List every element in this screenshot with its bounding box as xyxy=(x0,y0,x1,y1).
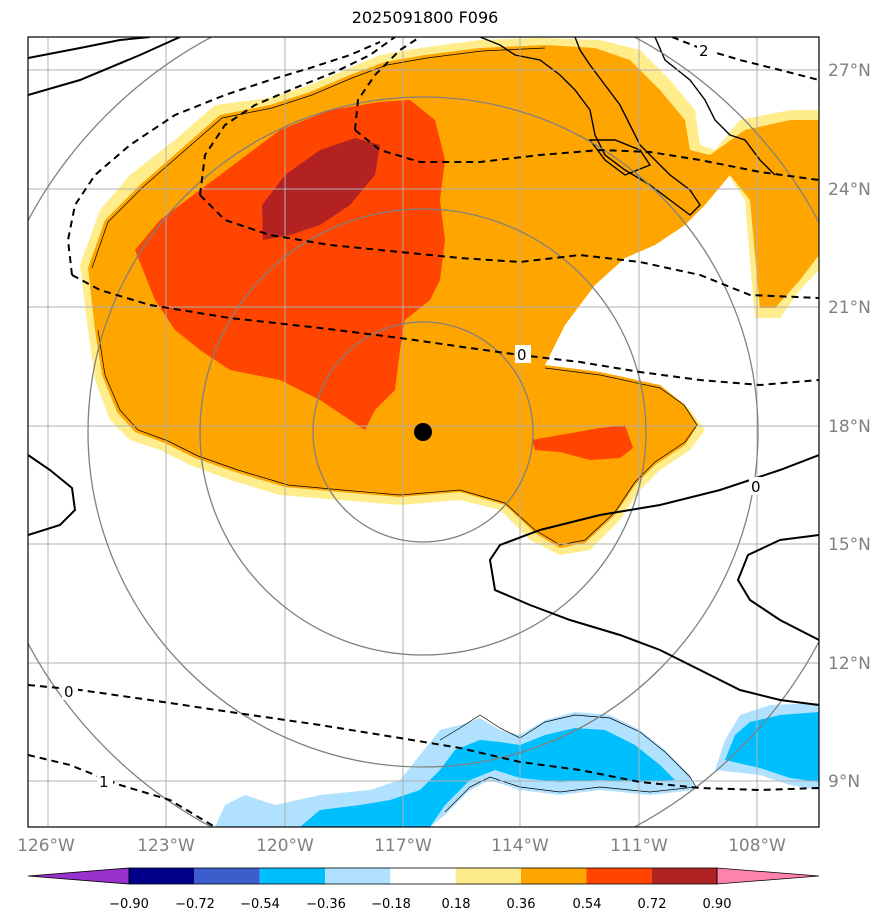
colorbar-segment-2 xyxy=(194,868,260,884)
latitude-labels: 27°N 24°N 21°N 18°N 15°N 12°N 9°N xyxy=(828,61,871,792)
contour-label-bottom-left-1: 1 xyxy=(99,773,109,791)
lat-label-15n: 15°N xyxy=(828,535,871,555)
longitude-labels: 126°W 123°W 120°W 117°W 114°W 111°W 108°… xyxy=(17,836,786,856)
colorbar-tick-7: 0.54 xyxy=(573,897,602,912)
dashed-contour-band xyxy=(199,194,819,299)
lon-label-117w: 117°W xyxy=(374,836,432,856)
colorbar xyxy=(27,867,820,885)
lat-label-21n: 21°N xyxy=(828,298,871,318)
storm-center-marker xyxy=(414,423,432,441)
colorbar-tick-labels: −0.90 −0.72 −0.54 −0.36 −0.18 0.18 0.36 … xyxy=(109,897,731,912)
colorbar-tick-0: −0.90 xyxy=(109,897,149,912)
colorbar-segment-8 xyxy=(586,868,652,884)
range-rings xyxy=(28,37,819,827)
lon-label-111w: 111°W xyxy=(610,836,668,856)
dashed-contour-inner xyxy=(199,37,396,196)
gulf-coast xyxy=(588,139,652,176)
colorbar-segment-7 xyxy=(521,868,587,884)
lon-label-126w: 126°W xyxy=(17,836,75,856)
dashed-contour-west-loop xyxy=(66,41,381,276)
dashed-contour-north-band xyxy=(354,129,819,181)
dashed-contours xyxy=(28,37,819,827)
colorbar-tick-8: 0.72 xyxy=(638,897,667,912)
colorbar-tick-1: −0.72 xyxy=(175,897,215,912)
colorbar-segment-1 xyxy=(129,868,195,884)
dashed-contour-southwest xyxy=(28,754,216,827)
dashed-contour-north xyxy=(354,37,421,131)
solid-contour-west xyxy=(28,454,77,536)
solid-contour-nw-1 xyxy=(28,37,151,59)
colorbar-segment-3 xyxy=(259,868,325,884)
dashed-contour-top-right xyxy=(671,37,819,81)
map-title: 2025091800 F096 xyxy=(351,8,499,27)
colorbar-tick-2: −0.54 xyxy=(240,897,280,912)
colorbar-frame xyxy=(128,867,718,885)
colorbar-segment-6 xyxy=(455,868,521,884)
lon-label-120w: 120°W xyxy=(256,836,314,856)
baja-coast-west xyxy=(479,37,701,216)
colorbar-extend-high xyxy=(716,867,820,885)
contour-label-mid: 0 xyxy=(517,346,527,364)
solid-contours xyxy=(28,37,819,706)
dashed-contour-zero-mid xyxy=(71,274,819,387)
contour-label-right: 0 xyxy=(751,478,761,496)
lon-label-123w: 123°W xyxy=(137,836,195,856)
cyan-region-east xyxy=(725,712,819,782)
colorbar-tick-4: −0.18 xyxy=(371,897,411,912)
lat-label-27n: 27°N xyxy=(828,61,871,81)
lat-label-24n: 24°N xyxy=(828,180,871,200)
colorbar-segment-4 xyxy=(325,868,391,884)
lat-label-12n: 12°N xyxy=(828,654,871,674)
mainland-coast xyxy=(654,37,776,176)
map-frame xyxy=(27,36,820,828)
range-ring-outer xyxy=(87,96,759,768)
dashed-contour-south xyxy=(28,684,819,792)
red-region-east xyxy=(532,425,633,460)
colorbar-tick-9: 0.90 xyxy=(703,897,732,912)
colorbar-segment-9 xyxy=(651,868,717,884)
solid-contour-nw-2 xyxy=(28,37,181,96)
contour-label-bottom-left: 0 xyxy=(64,683,74,701)
positive-anomaly-fill xyxy=(80,38,819,555)
map-area xyxy=(28,37,819,827)
colorbar-tick-3: −0.36 xyxy=(306,897,346,912)
negative-anomaly-fill xyxy=(215,703,819,827)
range-ring-middle xyxy=(199,208,647,656)
colorbar-segment-5 xyxy=(390,868,456,884)
contour-labels: 2 0 0 0 1 xyxy=(62,40,765,791)
lon-label-114w: 114°W xyxy=(491,836,549,856)
lon-label-108w: 108°W xyxy=(728,836,786,856)
contour-label-top-right: 2 xyxy=(699,42,709,60)
colorbar-extend-low xyxy=(27,867,130,885)
solid-contour-southeast xyxy=(488,454,819,706)
solid-contour-east xyxy=(736,534,819,641)
lat-label-18n: 18°N xyxy=(828,417,871,437)
coastline xyxy=(479,37,776,216)
colorbar-tick-6: 0.36 xyxy=(507,897,536,912)
colorbar-tick-5: 0.18 xyxy=(442,897,471,912)
cyan-region xyxy=(300,728,675,827)
range-ring-inner xyxy=(312,321,534,543)
lat-label-9n: 9°N xyxy=(828,772,860,792)
